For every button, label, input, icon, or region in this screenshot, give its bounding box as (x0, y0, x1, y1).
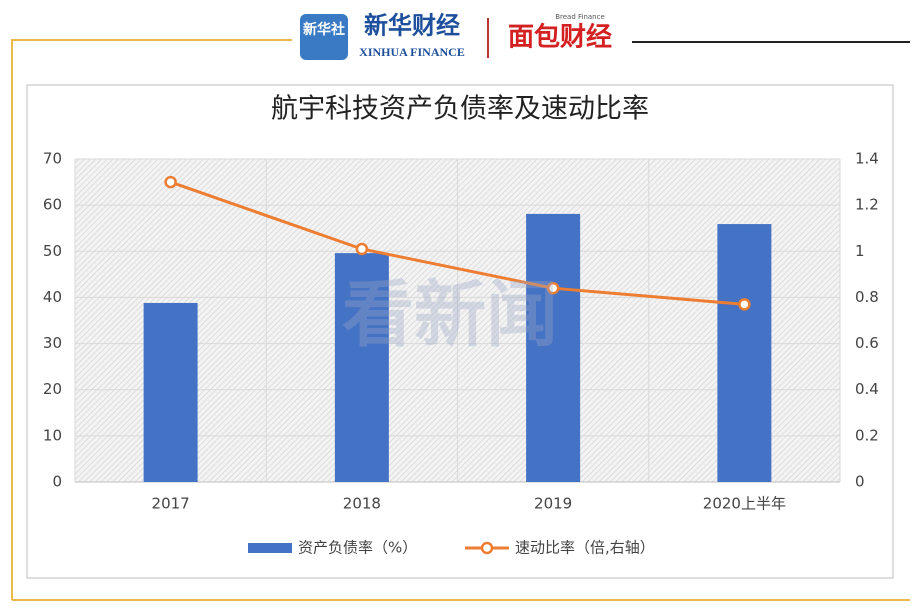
line-marker (738, 298, 751, 311)
logo: 新华财经 (364, 12, 460, 40)
y2-tick-label: 1 (855, 242, 865, 260)
x-tick-label: 2019 (534, 495, 572, 513)
bar (334, 253, 389, 482)
bar (717, 224, 772, 482)
chart-title: 航宇科技资产负债率及速动比率 (271, 94, 649, 125)
y2-tick-label: 0.4 (855, 380, 879, 398)
line (170, 180, 745, 306)
y-tick-label: 20 (43, 380, 62, 398)
legend-label: 速动比率（倍,右轴） (515, 539, 655, 557)
y-tick-label: 10 (43, 426, 62, 444)
frame (11, 39, 292, 600)
bar (143, 302, 198, 482)
logo-sub: XINHUA FINANCE (359, 45, 465, 59)
y-tick-label: 50 (43, 242, 62, 260)
y2-tick-label: 0.2 (855, 426, 879, 444)
legend-swatch (480, 541, 494, 555)
y2-tick-label: 0.8 (855, 288, 879, 306)
line-marker (164, 175, 177, 189)
y-tick-label: 60 (43, 196, 62, 214)
bar (526, 213, 581, 482)
y2-tick-label: 0.6 (855, 334, 879, 352)
y-tick-label: 30 (43, 334, 62, 352)
logo: 面包财经 (508, 22, 612, 53)
x-tick-label: 2017 (152, 495, 190, 513)
y2-tick-label: 1.4 (855, 150, 879, 168)
line-marker (355, 242, 369, 256)
line-marker (546, 281, 560, 295)
x-tick-label: 2018 (343, 495, 381, 513)
logo: 新华社 (303, 21, 345, 38)
y2-tick-label: 1.2 (855, 196, 879, 214)
logo-box (300, 14, 348, 60)
y-tick-label: 40 (43, 288, 62, 306)
logo-sub: Bread Finance (555, 13, 605, 21)
y-tick-label: 70 (43, 150, 62, 168)
y-tick-label: 0 (52, 473, 62, 491)
legend-swatch (248, 543, 292, 553)
x-tick-label: 2020上半年 (703, 495, 786, 513)
watermark: 看新闻 (342, 273, 558, 357)
legend-label: 资产负债率（%） (298, 539, 417, 557)
y2-tick-label: 0 (855, 473, 865, 491)
